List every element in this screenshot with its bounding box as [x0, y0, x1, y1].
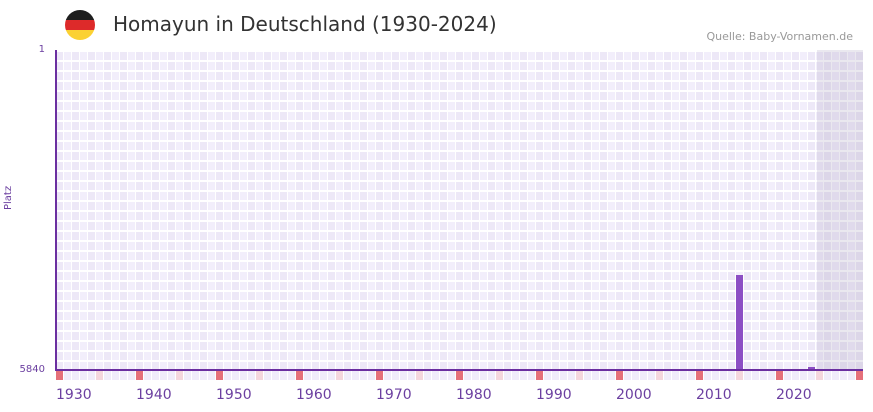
half-decade-marker — [496, 371, 503, 380]
half-decade-marker — [656, 371, 663, 380]
decade-marker — [856, 371, 863, 380]
half-decade-marker — [96, 371, 103, 380]
decade-marker — [616, 371, 623, 380]
decade-marker — [456, 371, 463, 380]
half-decade-marker — [176, 371, 183, 380]
y-axis-line — [55, 50, 57, 371]
decade-marker — [56, 371, 63, 380]
decade-marker — [696, 371, 703, 380]
plot-area — [56, 50, 863, 370]
decade-marker — [376, 371, 383, 380]
source-credit: Quelle: Baby-Vornamen.de — [706, 30, 853, 43]
x-tick-label: 1940 — [136, 387, 172, 403]
decade-marker — [136, 371, 143, 380]
x-tick-label: 1930 — [56, 387, 92, 403]
germany-flag-icon — [65, 10, 95, 40]
bar-2015[interactable] — [736, 275, 743, 370]
x-tick-label: 1950 — [216, 387, 252, 403]
half-decade-marker — [256, 371, 263, 380]
half-decade-marker — [336, 371, 343, 380]
y-tick-bottom: 5840 — [19, 364, 45, 375]
bar-2024[interactable] — [808, 367, 815, 370]
x-tick-label: 2000 — [616, 387, 652, 403]
decade-marker — [776, 371, 783, 380]
chart-title: Homayun in Deutschland (1930-2024) — [113, 12, 497, 36]
decade-marker — [216, 371, 223, 380]
decade-marker — [296, 371, 303, 380]
x-tick-label: 1960 — [296, 387, 332, 403]
x-tick-label: 2010 — [696, 387, 732, 403]
plot-grid — [56, 50, 863, 370]
future-shaded-region — [817, 50, 863, 370]
half-decade-marker — [736, 371, 743, 380]
y-tick-top: 1 — [38, 44, 45, 55]
x-tick-label: 1980 — [456, 387, 492, 403]
x-tick-label: 1970 — [376, 387, 412, 403]
x-tick-label: 1990 — [536, 387, 572, 403]
x-tick-label: 2020 — [776, 387, 812, 403]
half-decade-marker — [816, 371, 823, 380]
y-axis-title: Platz — [3, 185, 14, 210]
x-axis-line — [56, 369, 863, 371]
half-decade-marker — [416, 371, 423, 380]
decade-marker — [536, 371, 543, 380]
half-decade-marker — [576, 371, 583, 380]
